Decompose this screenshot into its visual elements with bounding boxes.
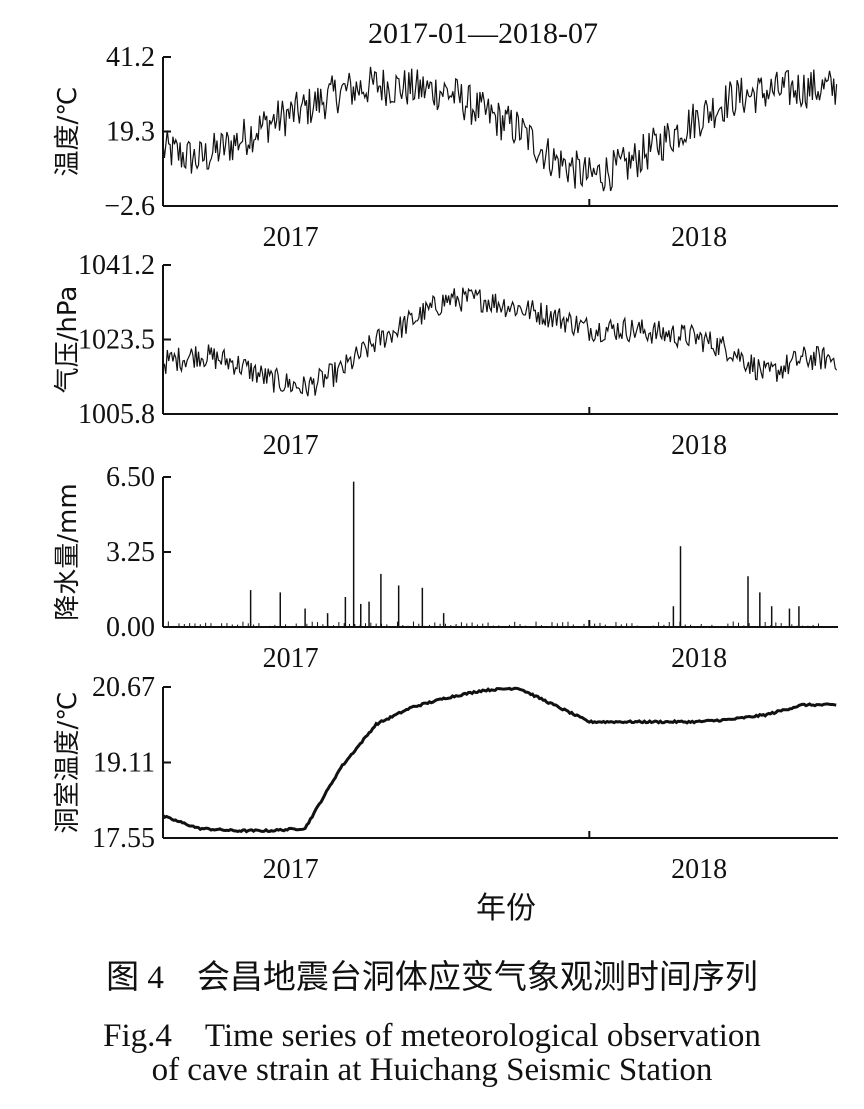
y-tick-label: 0.00 <box>106 612 155 643</box>
y-tick-label: 6.50 <box>106 462 155 493</box>
y-axis-title: 气压/hPa <box>53 286 83 394</box>
x-tick-label: 2017 <box>263 222 319 253</box>
series-line <box>162 66 838 192</box>
series-line <box>161 686 837 834</box>
figure-title: 2017-01—2018-07 <box>368 17 598 50</box>
series-line <box>162 287 838 397</box>
chart-panel-1: 41.2 19.3 −2.6 温度/℃ 2017 2018 <box>53 42 838 253</box>
x-tick-label: 2017 <box>263 430 319 461</box>
x-tick-label: 2018 <box>671 854 727 885</box>
y-tick-label: 20.67 <box>92 672 155 703</box>
y-tick-label: 3.25 <box>106 537 155 568</box>
x-tick-label: 2017 <box>263 643 319 674</box>
chart-panel-4: 20.67 19.11 17.55 洞室温度/℃ 2017 2018 <box>53 672 838 885</box>
chart-panel-2: 1041.2 1023.5 1005.8 气压/hPa 2017 2018 <box>53 250 838 461</box>
y-axis-title: 温度/℃ <box>53 87 83 177</box>
figure-caption-cn: 图 4 会昌地震台洞体应变气象观测时间序列 <box>106 960 758 996</box>
figure: 2017-01—2018-07 年份 41.2 19.3 −2.6 温度/℃ 2017 2… <box>53 17 838 926</box>
x-tick-label: 2018 <box>671 222 727 253</box>
y-tick-label: 1041.2 <box>78 250 155 281</box>
y-tick-label: 1005.8 <box>78 399 155 430</box>
y-tick-label: 19.11 <box>93 748 155 779</box>
y-tick-label: 19.3 <box>106 117 155 148</box>
y-tick-label: −2.6 <box>104 191 155 222</box>
figure-caption-en-line1: Fig.4 Time series of meteorological obse… <box>103 1018 761 1054</box>
chart-panel-3: 6.50 3.25 0.00 降水量/mm 2017 2018 <box>53 462 838 674</box>
y-tick-label: 17.55 <box>92 823 155 854</box>
y-tick-label: 1023.5 <box>78 325 155 356</box>
x-tick-label: 2018 <box>671 430 727 461</box>
figure-caption-en-line2: of cave strain at Huichang Seismic Stati… <box>151 1052 713 1088</box>
x-axis-title: 年份 <box>476 891 536 926</box>
y-axis-title: 降水量/mm <box>53 483 83 620</box>
x-tick-label: 2018 <box>671 643 727 674</box>
x-tick-label: 2017 <box>263 854 319 885</box>
y-axis-title: 洞室温度/℃ <box>53 692 83 834</box>
y-tick-label: 41.2 <box>106 42 155 73</box>
